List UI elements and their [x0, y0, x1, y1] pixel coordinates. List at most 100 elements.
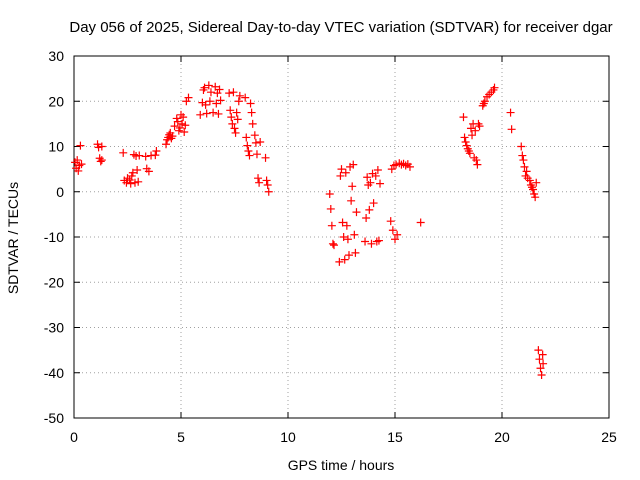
data-point	[225, 89, 234, 98]
data-point	[525, 176, 534, 185]
data-point	[340, 255, 349, 264]
data-point	[534, 346, 543, 355]
x-tick-label: 5	[177, 429, 185, 445]
data-point	[170, 122, 179, 131]
data-point	[343, 235, 352, 244]
data-point	[211, 82, 220, 91]
y-tick-label: -20	[44, 274, 64, 290]
data-point	[201, 100, 210, 109]
data-point	[244, 147, 253, 156]
data-point	[128, 168, 137, 177]
data-point	[374, 236, 383, 245]
data-point	[342, 221, 351, 230]
data-point	[215, 85, 224, 94]
data-point	[405, 162, 414, 171]
data-point	[326, 204, 335, 213]
data-point	[362, 213, 371, 222]
data-point	[180, 128, 189, 137]
data-point	[231, 128, 240, 137]
data-point	[212, 99, 221, 108]
data-point	[243, 141, 252, 150]
data-point	[134, 177, 143, 186]
data-point	[74, 166, 83, 175]
data-point	[532, 178, 541, 187]
data-point	[256, 137, 265, 146]
data-point	[518, 151, 527, 160]
data-point	[337, 165, 346, 174]
data-point	[386, 217, 395, 226]
data-point	[531, 193, 540, 202]
data-point	[179, 113, 188, 122]
data-point	[200, 83, 209, 92]
data-point	[361, 237, 370, 246]
data-point	[97, 156, 106, 165]
data-point	[335, 257, 344, 266]
data-point	[328, 239, 337, 248]
x-tick-label: 25	[601, 429, 617, 445]
data-point	[344, 251, 353, 260]
data-point	[350, 230, 359, 239]
data-point	[250, 131, 259, 140]
data-point	[416, 218, 425, 227]
data-point	[538, 350, 547, 359]
data-point	[214, 109, 223, 118]
data-point	[365, 205, 374, 214]
data-point	[363, 173, 372, 182]
chart-title: Day 056 of 2025, Sidereal Day-to-day VTE…	[69, 19, 612, 36]
data-point	[391, 235, 399, 244]
x-tick-label: 15	[387, 429, 403, 445]
data-point	[461, 137, 470, 146]
y-tick-label: 20	[48, 93, 64, 109]
data-point	[351, 248, 360, 257]
data-point	[262, 176, 271, 185]
y-tick-label: 0	[56, 184, 64, 200]
data-point	[232, 108, 241, 117]
data-point	[119, 148, 128, 157]
data-point	[347, 196, 356, 205]
data-point	[471, 126, 480, 135]
data-point	[209, 108, 218, 117]
data-point	[152, 147, 161, 156]
data-point	[254, 174, 263, 183]
data-point	[235, 91, 244, 100]
data-point	[216, 96, 225, 105]
data-point	[141, 152, 150, 161]
data-point	[519, 156, 528, 165]
data-point	[325, 190, 334, 199]
data-point	[125, 175, 134, 184]
data-point	[341, 168, 350, 177]
data-point	[181, 121, 190, 130]
data-point	[261, 153, 270, 162]
y-tick-label: -10	[44, 229, 64, 245]
data-point	[529, 185, 538, 194]
data-point	[175, 123, 184, 132]
data-point	[229, 88, 238, 97]
data-point	[466, 124, 475, 133]
data-point	[480, 97, 489, 106]
data-point	[263, 180, 272, 189]
data-point	[490, 83, 499, 92]
data-point	[205, 97, 214, 106]
data-point	[246, 99, 255, 108]
data-point	[77, 160, 86, 169]
data-point	[535, 355, 544, 364]
data-point	[376, 179, 385, 188]
data-point	[233, 115, 242, 124]
data-point	[168, 132, 177, 141]
data-point	[264, 187, 273, 196]
data-point	[352, 208, 361, 217]
data-point	[539, 359, 548, 368]
data-point	[468, 131, 477, 140]
data-point	[507, 125, 516, 134]
data-point	[242, 133, 251, 142]
data-point	[369, 199, 378, 208]
data-point	[338, 218, 347, 227]
data-point	[473, 160, 482, 169]
data-point	[336, 171, 345, 180]
tick-layer: 0 5 10 15 20 25 30 20 10 0 -10 -20 -30 -40 -50	[44, 48, 617, 445]
data-point	[135, 151, 144, 160]
x-tick-label: 20	[494, 429, 510, 445]
data-point	[133, 166, 142, 175]
data-point	[520, 162, 529, 171]
